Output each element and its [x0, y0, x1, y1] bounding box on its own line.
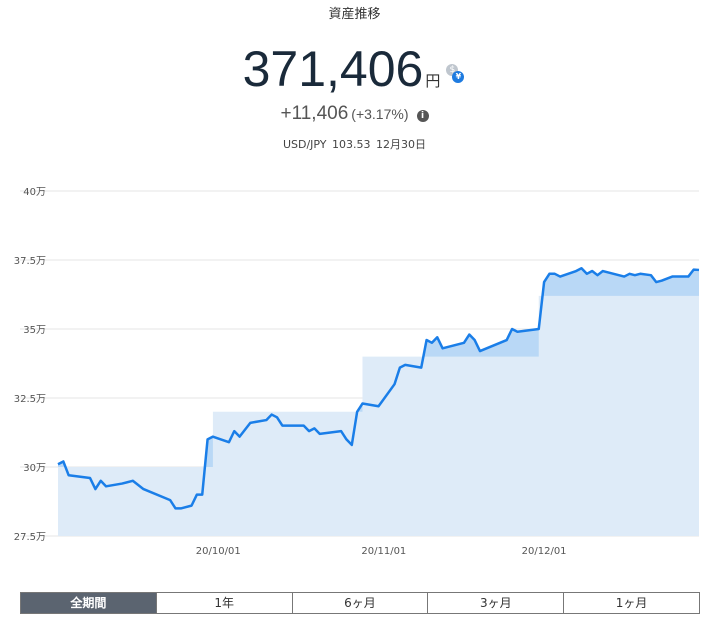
- invested-area: [58, 295, 699, 536]
- tab-3m[interactable]: 3ヶ月: [427, 593, 564, 613]
- currency-switch-icon[interactable]: $ ¥: [446, 64, 466, 84]
- amount-unit: 円: [425, 72, 441, 90]
- page-title: 資産推移: [328, 7, 381, 22]
- y-tick-label-1: 30万: [23, 463, 46, 474]
- total-amount-row: 371,406 円 $ ¥: [0, 40, 709, 98]
- y-tick-label-4: 37.5万: [14, 256, 46, 267]
- change-row: +11,406 (+3.17%) i: [0, 103, 709, 125]
- valuation-line: [57, 267, 700, 510]
- x-tick-label-0: 20/10/01: [196, 546, 241, 557]
- x-tick-label-2: 20/12/01: [522, 546, 567, 557]
- fx-pair: USD/JPY: [282, 138, 327, 151]
- asset-chart: 27.5万 30万 32.5万 35万 37.5万 40万 20/10/01 20/11/01…: [14, 187, 700, 557]
- y-tick-label-0: 27.5万: [14, 532, 46, 543]
- fx-rate-line: USD/JPY 103.53 12月30日: [0, 136, 709, 152]
- x-tick-label-1: 20/11/01: [361, 546, 406, 557]
- change-percent: (+3.17%): [351, 106, 409, 122]
- info-icon[interactable]: i: [416, 110, 429, 122]
- y-tick-label-5: 40万: [23, 187, 46, 198]
- fx-date: 12月30日: [376, 138, 427, 151]
- tab-1y[interactable]: 1年: [155, 593, 292, 613]
- total-amount: 371,406: [242, 41, 424, 97]
- change-amount: +11,406: [280, 103, 349, 124]
- period-tabs: 全期間 1年 6ヶ月 3ヶ月 1ヶ月: [20, 592, 700, 614]
- tab-1m[interactable]: 1ヶ月: [563, 593, 699, 613]
- fx-rate: 103.53: [332, 138, 371, 151]
- y-tick-label-2: 32.5万: [14, 394, 46, 405]
- y-tick-label-3: 35万: [23, 325, 46, 336]
- tab-6m[interactable]: 6ヶ月: [291, 593, 428, 613]
- tab-all[interactable]: 全期間: [21, 593, 156, 613]
